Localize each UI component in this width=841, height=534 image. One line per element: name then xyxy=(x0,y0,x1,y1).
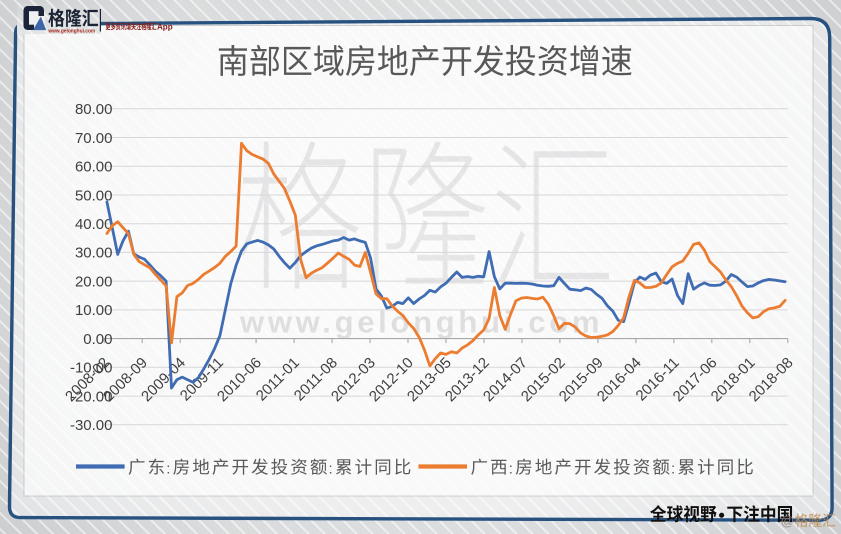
svg-text:-10.00: -10.00 xyxy=(70,360,113,377)
svg-text:-30.00: -30.00 xyxy=(70,417,113,434)
svg-text:www.gelonghui.com: www.gelonghui.com xyxy=(47,28,95,34)
svg-text:0.00: 0.00 xyxy=(83,331,112,348)
svg-text:-20.00: -20.00 xyxy=(70,388,113,405)
svg-text:@: @ xyxy=(781,514,795,529)
svg-text:70.00: 70.00 xyxy=(75,130,113,147)
svg-text:40.00: 40.00 xyxy=(75,216,113,233)
svg-text::: : xyxy=(329,460,333,477)
svg-text:30.00: 30.00 xyxy=(75,245,113,262)
svg-text:60.00: 60.00 xyxy=(75,159,113,176)
svg-text::: : xyxy=(671,460,675,477)
svg-text:80.00: 80.00 xyxy=(75,101,113,118)
svg-text:App: App xyxy=(157,23,173,32)
svg-text:50.00: 50.00 xyxy=(75,187,113,204)
svg-text::: : xyxy=(166,460,170,477)
svg-text:20.00: 20.00 xyxy=(75,273,113,290)
svg-text:10.00: 10.00 xyxy=(75,302,113,319)
svg-text::: : xyxy=(509,460,513,477)
